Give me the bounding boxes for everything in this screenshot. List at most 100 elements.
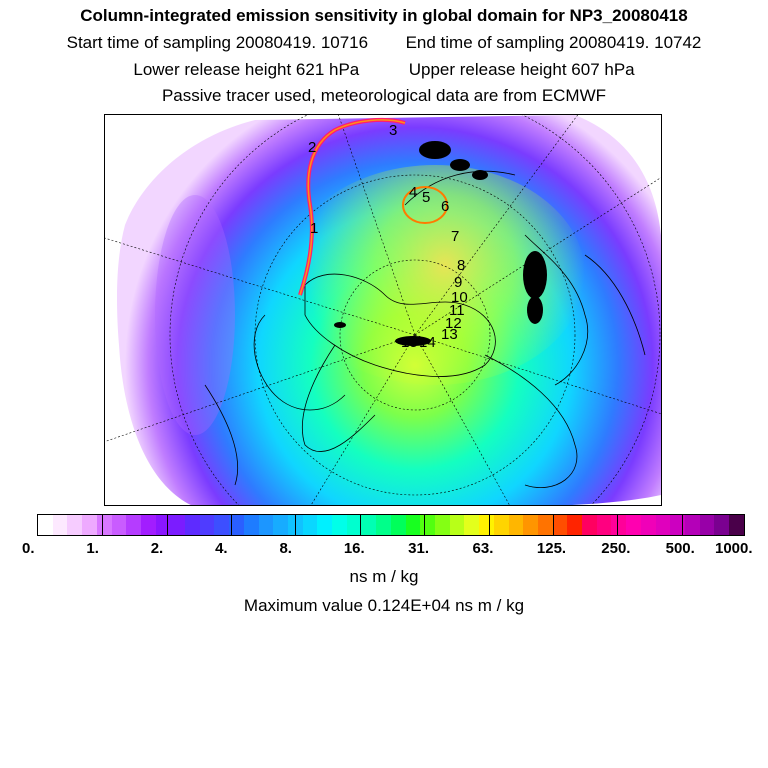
colorbar-swatch [258,515,274,535]
colorbar-swatch [390,515,406,535]
colorbar-swatch [199,515,215,535]
trajectory-label: 6 [441,198,449,215]
colorbar-swatch [420,515,435,535]
colorbar-tick: 16. [343,540,365,557]
low-sensitivity-margin [155,195,235,435]
colorbar-swatch [493,515,509,535]
colorbar-swatch [655,515,671,535]
trajectory-label: 8 [457,257,465,274]
colorbar-swatch [346,515,362,535]
colorbar-divider [166,515,168,535]
colorbar-swatch [611,515,627,535]
colorbar-swatch [508,515,524,535]
lower-release-label: Lower release height 621 hPa [133,60,360,79]
coastlines [204,170,646,488]
trajectory-label: 1 [310,220,318,237]
trajectory-label: 9 [454,274,462,291]
colorbar-swatch [214,515,230,535]
colorbar-swatch [185,515,200,535]
colorbar-swatch [111,515,127,535]
colorbar-divider [231,515,233,535]
colorbar [37,514,745,536]
start-time-label: Start time of sampling 20080419. 10716 [66,33,369,52]
colorbar-swatch [449,515,465,535]
trajectory-label: 2 [308,139,316,156]
colorbar-swatch [82,515,97,535]
plot-title: Column-integrated emission sensitivity i… [80,6,688,25]
colorbar-swatch [464,515,480,535]
colorbar-divider [681,515,683,535]
colorbar-swatch [537,515,553,535]
trajectory-label: 11 [449,302,465,319]
colorbar-divider [359,515,361,535]
max-value-label: Maximum value 0.124E+04 ns m / kg [243,596,525,615]
colorbar-swatch [376,515,391,535]
colorbar-tick: 4. [215,540,228,557]
colorbar-divider [424,515,426,535]
high-sensitivity-region [285,165,585,385]
colorbar-swatch [626,515,641,535]
colorbar-swatch [170,515,186,535]
colorbar-swatch [155,515,171,535]
colorbar-divider [488,515,490,535]
colorbar-swatch [434,515,450,535]
colorbar-divider [295,515,297,535]
colorbar-swatch [67,515,83,535]
colorbar-swatch [684,515,700,535]
colorbar-swatch [714,515,730,535]
colorbar-unit: ns m / kg [349,567,419,586]
trajectory-label: 10 [451,289,468,306]
colorbar-tick-labels: 0. 1. 2. 4. 8. 16. 31. 63. 125. 250. 500. 1000. [0,540,768,560]
trajectory-loop [402,186,448,224]
colorbar-tick: 125. [536,540,567,557]
colorbar-swatch [670,515,685,535]
observation-blobs [334,141,547,346]
tracer-info: Passive tracer used, meteorological data… [161,86,607,105]
trajectory-label: 12 [445,315,462,332]
trajectory-labels: 1 2 3 4 5 6 7 8 9 10 11 12 13 14 15 [308,122,468,351]
colorbar-tick: 250. [601,540,631,557]
colorbar-tick: 31. [408,540,430,557]
colorbar-tick: 1000. [715,540,753,557]
colorbar-tick: 63. [472,540,494,557]
colorbar-swatch [273,515,288,535]
colorbar-swatch [126,515,141,535]
release-heights: Lower release height 621 hPa Upper relea… [0,60,768,80]
colorbar-swatch [140,515,156,535]
trajectory-label: 14 [419,334,436,351]
colorbar-swatch [38,515,53,535]
trajectory-label: 15 [401,334,418,351]
end-time-label: End time of sampling 20080419. 10742 [405,33,702,52]
colorbar-swatch [52,515,68,535]
sensitivity-map: 1 2 3 4 5 6 7 8 9 10 11 12 13 14 15 [104,114,662,506]
colorbar-tick: 500. [665,540,695,557]
colorbar-swatch [332,515,347,535]
colorbar-tick: 8. [279,540,292,557]
colorbar-swatch [567,515,583,535]
colorbar-swatch [582,515,597,535]
colorbar-swatch [523,515,538,535]
trajectory-label: 5 [422,189,430,206]
colorbar-swatch [479,515,494,535]
map-canvas: 1 2 3 4 5 6 7 8 9 10 11 12 13 14 15 [105,115,661,505]
upper-release-label: Upper release height 607 hPa [408,60,635,79]
colorbar-swatch [302,515,318,535]
colorbar-swatch [596,515,612,535]
colorbar-swatch [552,515,568,535]
colorbar-tick: 1. [86,540,99,557]
colorbar-swatch [229,515,244,535]
colorbar-swatch [729,515,744,535]
colorbar-tick: 0. [22,540,35,557]
colorbar-tick: 2. [150,540,164,557]
colorbar-divider [617,515,619,535]
trajectory-label: 7 [451,228,459,245]
colorbar-swatch [287,515,303,535]
colorbar-swatch [243,515,259,535]
sampling-times: Start time of sampling 20080419. 10716 E… [0,33,768,53]
trajectory-label: 3 [389,122,397,139]
colorbar-swatch [699,515,715,535]
colorbar-swatch [317,515,333,535]
colorbar-divider [102,515,104,535]
trajectory-plume-edge [299,119,406,296]
colorbar-swatch [361,515,377,535]
